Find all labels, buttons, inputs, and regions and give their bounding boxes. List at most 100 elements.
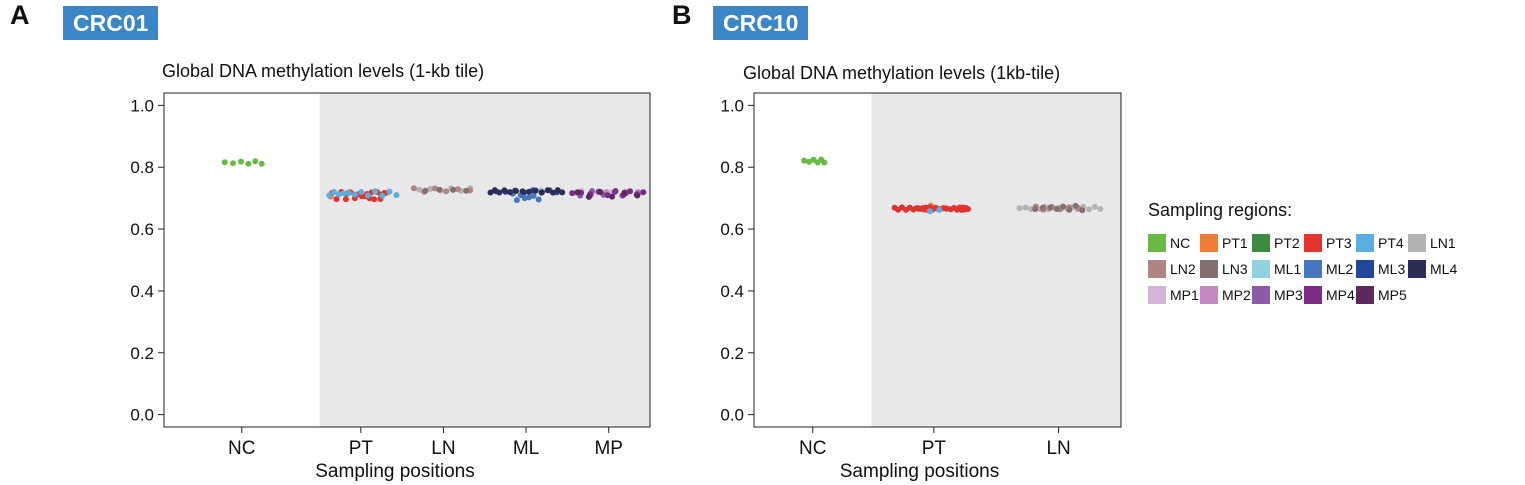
legend-label: MP5: [1378, 287, 1407, 303]
data-point-pt4: [351, 191, 358, 198]
legend-swatch: [1408, 234, 1426, 252]
data-point-ln1: [1022, 204, 1029, 211]
data-point-ln1: [1097, 206, 1104, 212]
data-point-nc: [821, 159, 828, 166]
data-point-pt4: [335, 191, 342, 198]
legend-item-pt3: PT3: [1304, 233, 1356, 253]
x-tick-label: LN: [1046, 438, 1070, 459]
data-point-ml4: [554, 187, 561, 194]
legend-swatch: [1408, 260, 1426, 278]
y-tick-label: 0.4: [130, 282, 154, 301]
chart-title-crc10: Global DNA methylation levels (1kb-tile): [743, 63, 1061, 83]
y-tick-label: 0.0: [720, 406, 744, 425]
x-tick-label: ML: [513, 438, 539, 459]
data-point-ln1: [427, 185, 434, 192]
x-tick-label: NC: [799, 438, 826, 459]
legend-item-pt1: PT1: [1200, 233, 1252, 253]
data-point-ml4: [519, 188, 526, 195]
data-point-mp4: [627, 188, 634, 195]
data-point-mp4: [640, 189, 647, 196]
legend-item-ln1: LN1: [1408, 233, 1460, 253]
data-point-nc: [245, 160, 252, 167]
sample-badge-crc01: CRC01: [63, 6, 159, 40]
legend-swatch: [1200, 234, 1218, 252]
data-point-mp5: [634, 192, 641, 199]
data-point-ml2: [526, 194, 532, 201]
plot-frame: [753, 92, 1122, 428]
data-point-pt4: [326, 192, 333, 199]
chart-crc01: 0.0 0.2 0.4 0.6 0.8 1.0 NC PT LN ML MP Sampling pos…: [130, 92, 651, 482]
legend-item-mp1: MP1: [1148, 285, 1200, 305]
legend-label: PT4: [1378, 235, 1404, 251]
legend-item-ml2: ML2: [1304, 259, 1356, 279]
data-point-pt4: [393, 192, 400, 199]
data-point-mp5: [574, 189, 581, 196]
data-point-ln3: [463, 187, 470, 194]
legend-swatch: [1356, 234, 1374, 252]
data-point-pt4: [346, 190, 352, 197]
legend-label: NC: [1170, 235, 1191, 251]
legend-label: LN2: [1170, 261, 1196, 277]
data-point-ln3: [1079, 207, 1086, 214]
legend-label: MP1: [1170, 287, 1199, 303]
data-point-ln3: [1032, 206, 1039, 213]
data-point-nc: [806, 158, 812, 165]
y-tick-label: 0.6: [130, 220, 154, 239]
data-point-ml4: [550, 189, 556, 196]
data-point-ml4: [544, 187, 551, 194]
legend-swatch: [1252, 260, 1270, 278]
legend-grid: NC PT1 PT2 PT3 PT4 LN1 LN2 LN3 ML1 ML2 ML3 ML4 MP1 MP…: [1148, 233, 1460, 305]
data-point-ln3: [1066, 206, 1073, 213]
y-tick-label: 1.0: [130, 96, 154, 115]
legend-label: MP4: [1326, 287, 1355, 303]
legend-label: LN3: [1222, 261, 1248, 277]
data-point-pt4: [386, 188, 393, 195]
legend-label: ML2: [1326, 261, 1354, 277]
legend-label: MP3: [1274, 287, 1303, 303]
legend-swatch: [1148, 286, 1166, 304]
data-point-pt4: [331, 189, 337, 195]
legend-swatch: [1148, 234, 1166, 252]
legend-swatch: [1304, 260, 1322, 278]
data-point-nc: [230, 160, 236, 167]
data-point-ln2: [431, 185, 438, 192]
data-point-ln1: [1027, 205, 1034, 212]
data-point-nc: [252, 158, 259, 165]
data-point-ml2: [530, 192, 537, 199]
shaded-region: [871, 93, 1121, 427]
data-point-ln3: [1039, 204, 1046, 211]
panel-letter-a: A: [10, 0, 30, 30]
legend-label: MP2: [1222, 287, 1251, 303]
x-tick-label: LN: [431, 438, 455, 459]
legend-title: Sampling regions:: [1148, 200, 1293, 220]
data-point-nc: [801, 157, 808, 164]
data-point-ml4: [526, 188, 533, 195]
legend-label: PT3: [1326, 235, 1352, 251]
data-point-nc: [221, 159, 228, 166]
legend-label: ML1: [1274, 261, 1302, 277]
data-point-mp4: [569, 190, 576, 197]
data-point-ln3: [1060, 203, 1067, 210]
data-point-ln3: [1072, 202, 1079, 209]
data-point-mp5: [621, 189, 628, 196]
data-point-ln2: [454, 186, 461, 193]
data-point-ln1: [1016, 205, 1023, 212]
legend-item-ml3: ML3: [1356, 259, 1408, 279]
data-point-ml4: [513, 188, 519, 194]
y-tick-label: 0.8: [720, 158, 744, 177]
y-tick-label: 0.8: [130, 158, 154, 177]
data-point-mp5: [585, 193, 592, 200]
chart-crc10: 0.0 0.2 0.4 0.6 0.8 1.0 NC PT LN Sampling positio…: [720, 92, 1122, 482]
legend-item-mp4: MP4: [1304, 285, 1356, 305]
x-tick-label: PT: [349, 438, 374, 459]
data-point-ln3: [422, 187, 429, 194]
data-point-ln2: [410, 185, 417, 192]
legend-swatch: [1252, 234, 1270, 252]
data-point-ml4: [496, 189, 503, 196]
data-point-ln1: [416, 186, 423, 193]
legend-label: PT1: [1222, 235, 1248, 251]
data-point-pt4: [340, 190, 347, 197]
data-point-ln3: [436, 186, 443, 193]
data-point-ln3: [1053, 205, 1060, 212]
y-tick-label: 1.0: [720, 96, 744, 115]
